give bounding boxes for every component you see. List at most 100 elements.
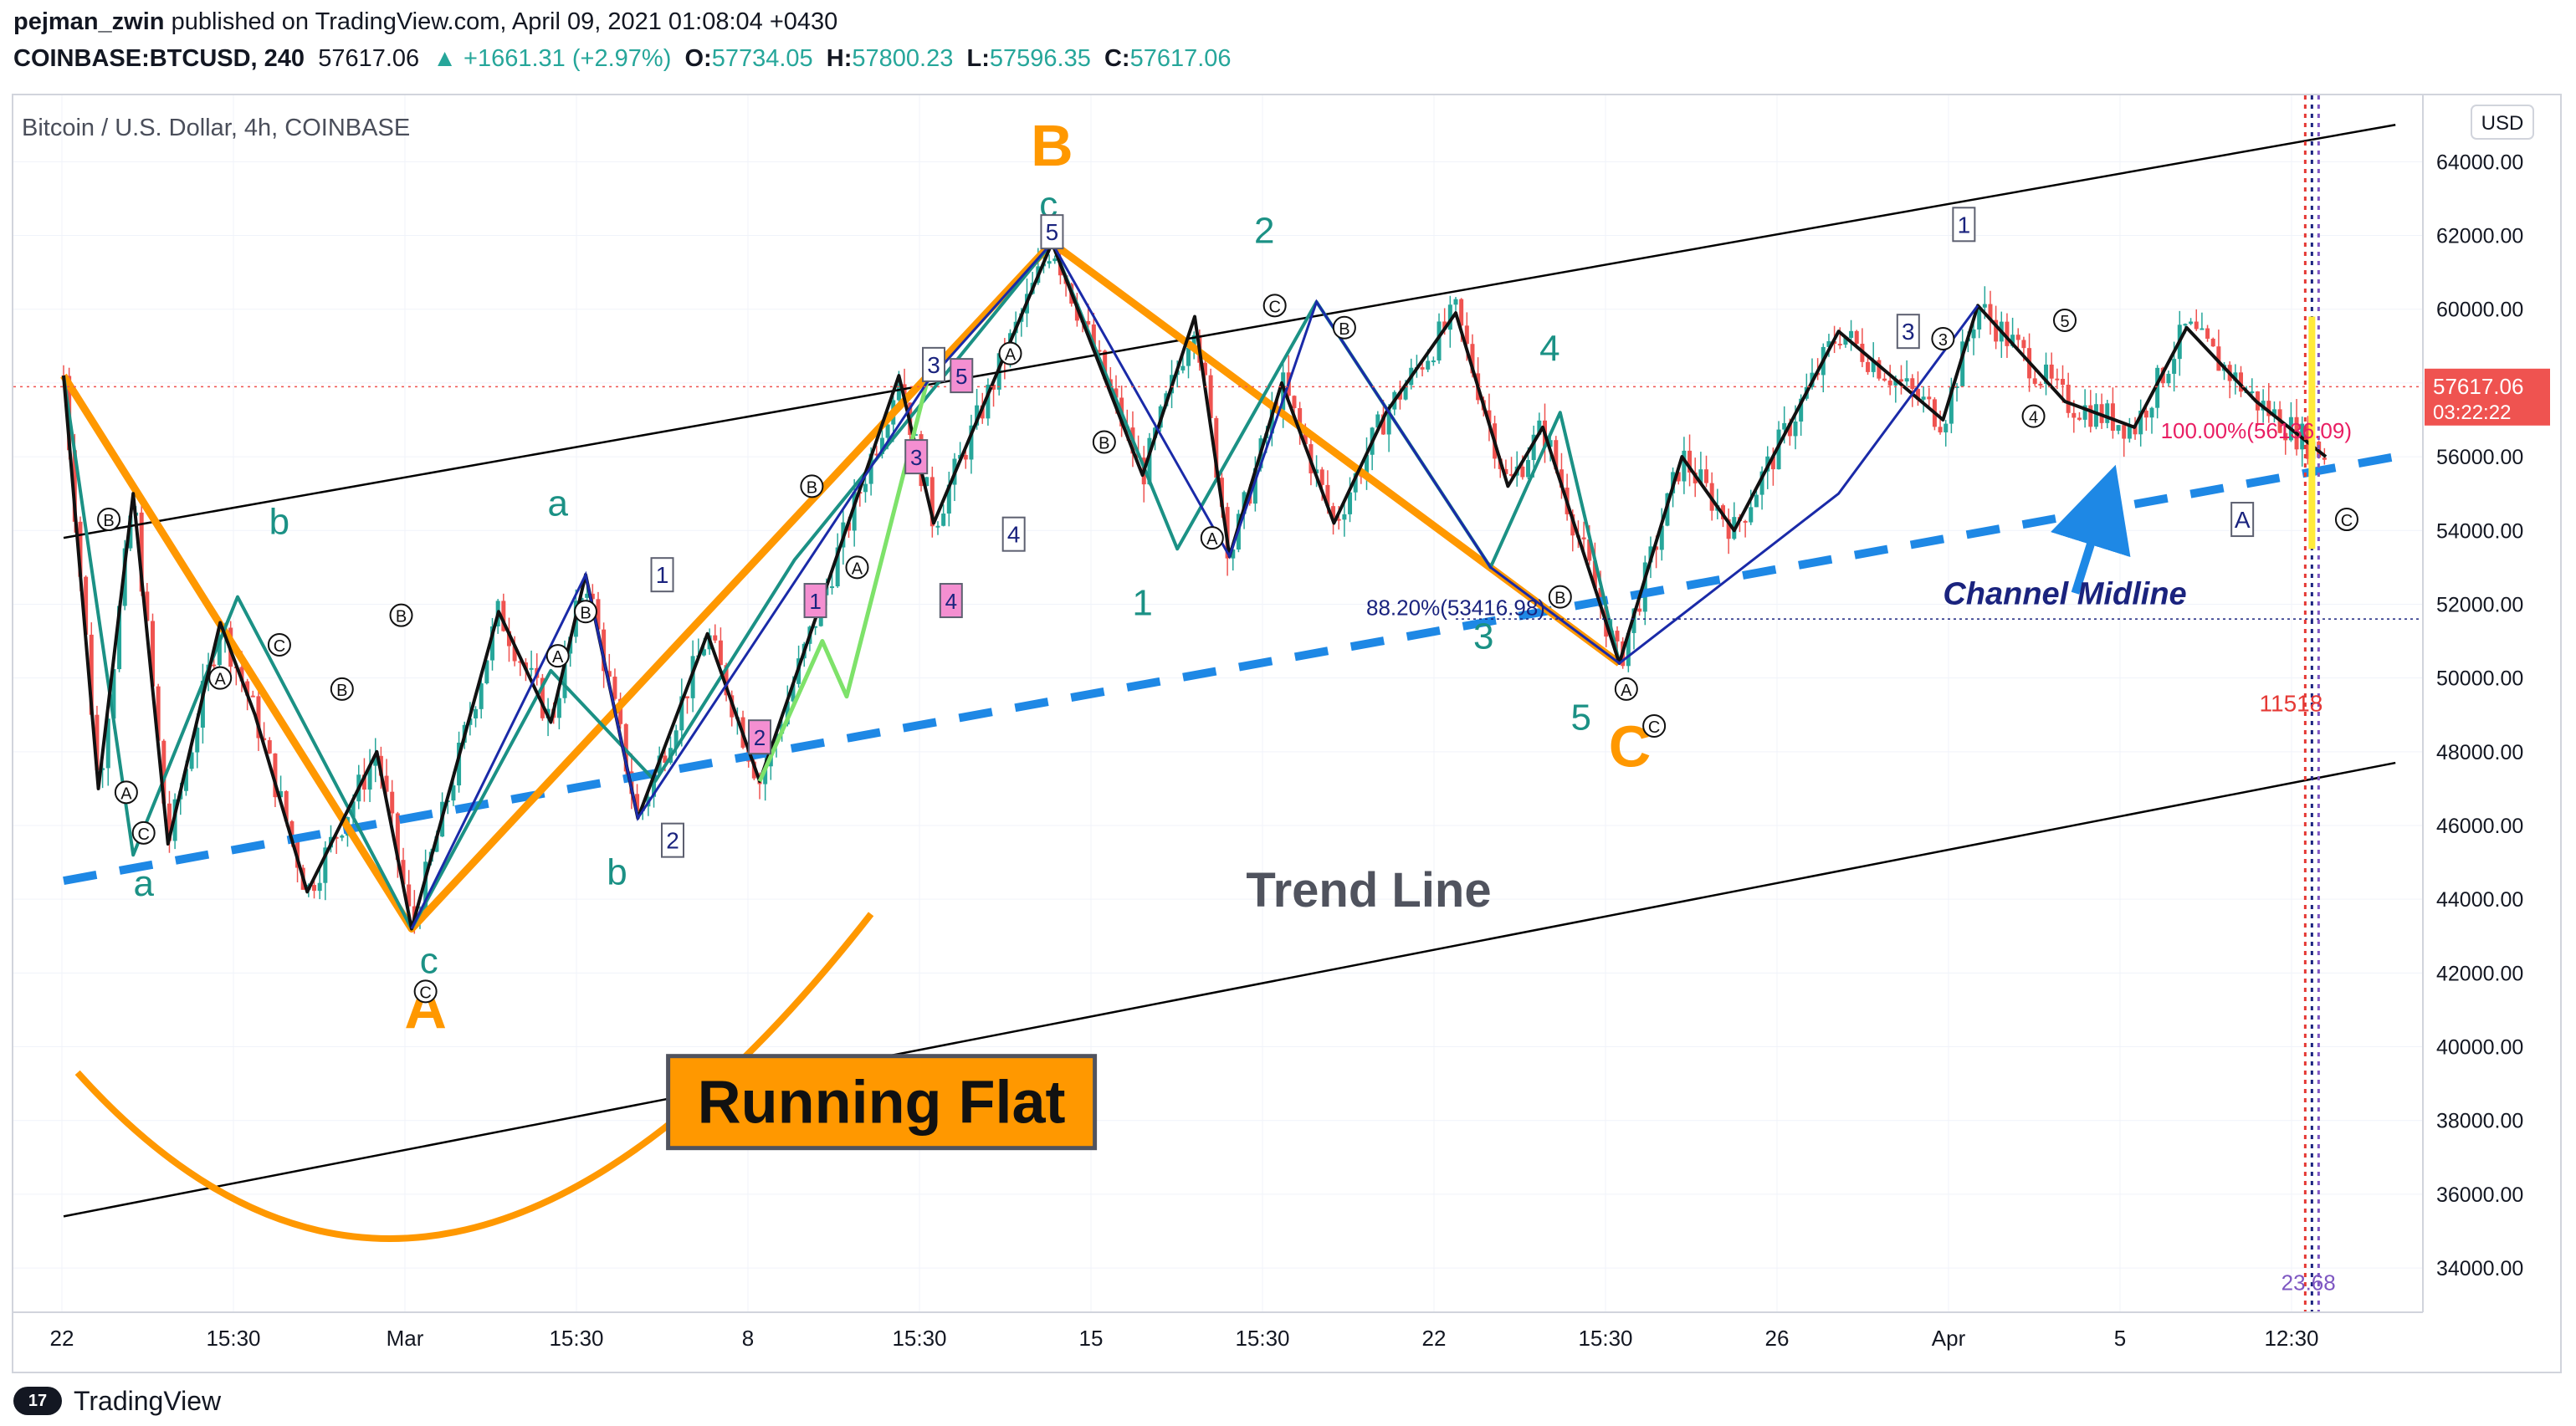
candle-body [1949, 386, 1954, 424]
pink-wave-marker: 1 [803, 583, 827, 619]
candle-body [95, 714, 100, 770]
candle-body [2238, 372, 2243, 392]
candle-body [2166, 373, 2171, 384]
pink-wave-marker: 2 [748, 719, 771, 755]
circled-wave-marker: B [330, 677, 354, 701]
high-label: H: [826, 45, 853, 72]
candle-body [451, 785, 456, 801]
candle-body [490, 626, 495, 661]
circled-wave-marker-ring [2053, 308, 2077, 332]
candle-body [2138, 411, 2143, 435]
candle-body [2189, 321, 2194, 325]
boxed-wave-marker-frame [2230, 502, 2255, 538]
circled-wave-marker-ring [1092, 430, 1116, 454]
candle-body [2283, 432, 2288, 441]
candle-body [512, 646, 517, 662]
x-tick-label: 15 [1079, 1326, 1104, 1351]
circled-wave-marker-ring [1614, 677, 1638, 701]
footer-brand[interactable]: TradingView [74, 1385, 222, 1416]
time-axis[interactable]: 22 15:30 Mar 15:30 8 15:30 15 15:30 22 15:30 26 Apr… [13, 1311, 2423, 1351]
candle-body [1453, 299, 1458, 305]
circled-wave-marker-ring [1642, 713, 1667, 738]
candle-body [1877, 360, 1882, 379]
candle-body [2049, 364, 2054, 379]
candle-body [835, 547, 840, 587]
circled-wave-marker: A [845, 555, 869, 580]
circled-wave-marker-glyph: A [1005, 346, 1017, 365]
circled-wave-marker-glyph: B [580, 604, 591, 622]
candle-body [78, 521, 83, 577]
pink-wave-marker-glyph: 5 [955, 364, 967, 389]
candle-body [1554, 440, 1559, 470]
x-tick-label: 15:30 [549, 1326, 603, 1351]
boxed-wave-marker-frame [1952, 207, 1976, 243]
circled-wave-marker-ring [845, 555, 869, 580]
candle-body [150, 621, 155, 687]
candle-body [1904, 378, 1909, 382]
circled-wave-marker-ring [2021, 404, 2046, 428]
candle-body [1503, 468, 1508, 474]
circled-wave-marker: C [131, 820, 156, 845]
candle-body [679, 696, 684, 731]
candle-body [289, 820, 294, 841]
currency-button[interactable]: USD [2471, 105, 2534, 140]
candle-body [1431, 360, 1436, 363]
candle-body [1303, 428, 1308, 445]
circled-wave-marker: 3 [1931, 327, 1955, 350]
circled-wave-marker: C [267, 632, 291, 657]
candle-body [2105, 403, 2110, 423]
candle-body [2066, 384, 2071, 413]
boxed-wave-marker-frame [1896, 314, 1920, 350]
x-tick-label: 5 [2114, 1326, 2126, 1351]
candle-body [1548, 440, 1553, 447]
boxed-wave-marker-glyph: 3 [1902, 319, 1915, 345]
candle-body [701, 649, 706, 656]
candle-body [2077, 417, 2082, 420]
candle-body [212, 664, 217, 667]
candle-body [1103, 350, 1108, 380]
candle-body [128, 515, 133, 549]
candle-body [684, 696, 689, 698]
candle-body [111, 669, 116, 719]
wave-label: a [133, 863, 154, 904]
candle-body [2205, 328, 2210, 339]
wave-lines [13, 95, 2423, 1312]
candle-body [791, 683, 796, 702]
candle-body [663, 755, 668, 764]
candle-body [1592, 560, 1597, 588]
circled-wave-marker-glyph: C [419, 984, 431, 1002]
circled-wave-marker: A [545, 644, 570, 668]
annotation-label: B [1031, 113, 1073, 178]
candle-body [1743, 520, 1748, 523]
candle-body [1353, 473, 1358, 493]
candle-body [1626, 632, 1631, 667]
candle-body [323, 847, 328, 883]
tradingview-logo-icon[interactable]: 17 [13, 1387, 62, 1415]
candle-body [2010, 335, 2015, 346]
candle-body [245, 681, 250, 696]
candle-body [84, 576, 89, 635]
candle-body [2122, 425, 2127, 439]
circled-wave-marker-ring [1931, 327, 1955, 350]
candle-body [590, 593, 595, 600]
boxed-wave-marker-frame [650, 557, 674, 593]
chart-panel[interactable]: B A C Trend Line Running Flat Channel Midline… [12, 94, 2562, 1373]
publisher-name[interactable]: pejman_zwin [13, 8, 165, 35]
circled-wave-marker-ring [574, 600, 597, 624]
circled-wave-marker-glyph: A [1206, 530, 1218, 549]
boxed-wave-marker: 1 [650, 557, 674, 593]
boxed-wave-marker-frame [1001, 516, 1026, 552]
candle-body [2271, 409, 2276, 417]
high-value: 57800.23 [852, 45, 954, 72]
candle-body [1676, 472, 1681, 482]
candle-body [1938, 427, 1943, 432]
price-axis[interactable]: 64000.0062000.0060000.0058000.0056000.00… [2422, 95, 2560, 1372]
candle-body [1954, 386, 1959, 388]
candle-body [1470, 344, 1475, 374]
circled-wave-marker: A [1200, 526, 1224, 550]
symbol-name[interactable]: COINBASE:BTCUSD, 240 [13, 45, 305, 72]
published-text: published on TradingView.com, April 09, … [171, 8, 838, 35]
impulse-line [410, 240, 1979, 930]
candle-body [407, 884, 412, 907]
